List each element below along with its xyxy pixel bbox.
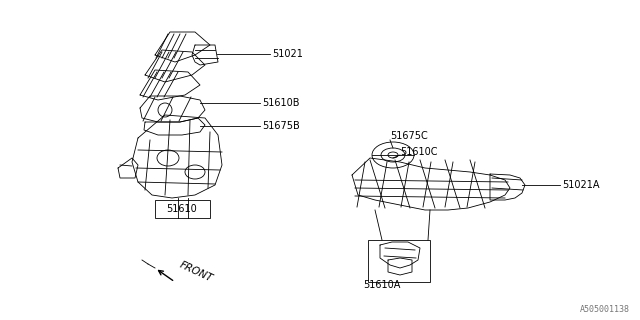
Text: 51610C: 51610C: [400, 147, 438, 157]
Text: FRONT: FRONT: [178, 260, 214, 284]
Text: 51610: 51610: [166, 204, 197, 214]
Text: 51675B: 51675B: [262, 121, 300, 131]
Text: 51021: 51021: [272, 49, 303, 59]
Text: 51610B: 51610B: [262, 98, 300, 108]
Bar: [155, 200, 210, 218]
Text: 51610A: 51610A: [364, 280, 401, 290]
Bar: [368, 240, 430, 282]
Text: 51021A: 51021A: [562, 180, 600, 190]
Text: A505001138: A505001138: [580, 305, 630, 314]
Text: 51675C: 51675C: [390, 131, 428, 141]
